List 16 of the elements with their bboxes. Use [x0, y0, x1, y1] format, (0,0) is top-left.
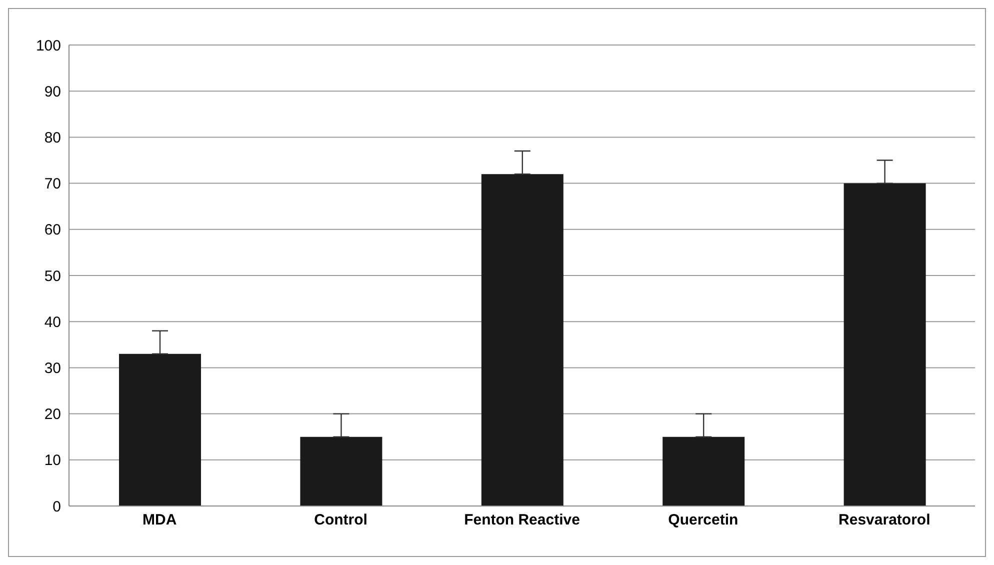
x-tick-label: Quercetin: [668, 512, 738, 529]
y-tick-label: 30: [44, 360, 61, 378]
x-tick-label: Resvaratorol: [838, 512, 930, 529]
y-tick-label: 10: [44, 452, 61, 470]
y-tick-label: 80: [44, 130, 61, 147]
y-tick-label: 0: [52, 498, 61, 516]
x-tick-label: MDA: [142, 512, 177, 529]
x-tick-label: Control: [314, 512, 368, 529]
y-tick-label: 50: [44, 268, 61, 285]
y-tick-label: 20: [44, 406, 61, 424]
y-tick-label: 40: [44, 314, 61, 331]
y-tick-label: 60: [44, 222, 61, 239]
y-tick-label: 70: [44, 176, 61, 193]
y-tick-label: 90: [44, 83, 61, 100]
y-tick-label: 100: [36, 37, 61, 54]
x-tick-label: Fenton Reactive: [464, 512, 580, 529]
